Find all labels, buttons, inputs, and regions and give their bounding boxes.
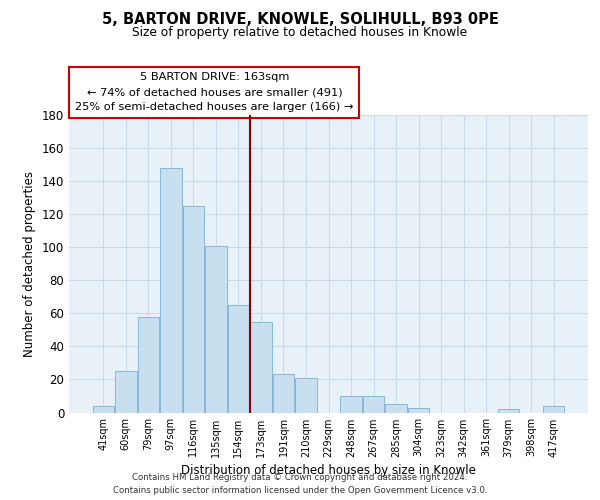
Bar	[273, 374, 294, 412]
Text: 5 BARTON DRIVE: 163sqm
← 74% of detached houses are smaller (491)
25% of semi-de: 5 BARTON DRIVE: 163sqm ← 74% of detached…	[75, 72, 353, 112]
X-axis label: Distribution of detached houses by size in Knowle: Distribution of detached houses by size …	[181, 464, 476, 476]
Bar	[228, 305, 249, 412]
Bar	[295, 378, 317, 412]
Text: Contains HM Land Registry data © Crown copyright and database right 2024.
Contai: Contains HM Land Registry data © Crown c…	[113, 474, 487, 495]
Y-axis label: Number of detached properties: Number of detached properties	[23, 171, 36, 357]
Text: 5, BARTON DRIVE, KNOWLE, SOLIHULL, B93 0PE: 5, BARTON DRIVE, KNOWLE, SOLIHULL, B93 0…	[101, 12, 499, 28]
Bar	[498, 409, 520, 412]
Bar	[137, 316, 159, 412]
Bar	[385, 404, 407, 412]
Bar	[340, 396, 362, 412]
Bar	[408, 408, 429, 412]
Text: Size of property relative to detached houses in Knowle: Size of property relative to detached ho…	[133, 26, 467, 39]
Bar	[543, 406, 565, 412]
Bar	[160, 168, 182, 412]
Bar	[205, 246, 227, 412]
Bar	[182, 206, 204, 412]
Bar	[363, 396, 384, 412]
Bar	[92, 406, 114, 412]
Bar	[115, 371, 137, 412]
Bar	[250, 322, 272, 412]
